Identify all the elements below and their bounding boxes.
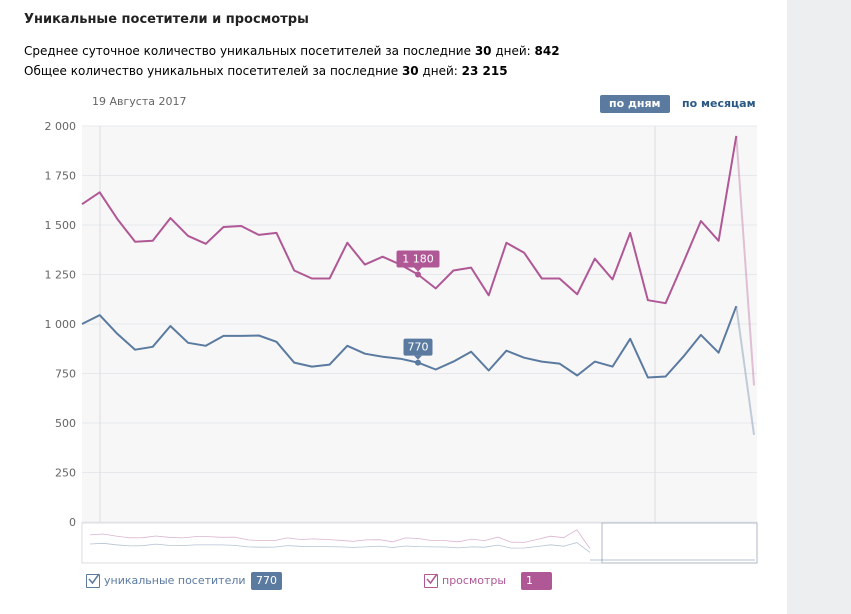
summary-days: 30	[401, 64, 419, 78]
total-visitors-value: 23 215	[461, 64, 508, 78]
summary-text: дней:	[418, 64, 462, 78]
navigator	[81, 522, 758, 564]
series-line-visitors	[81, 305, 738, 379]
y-tick-label: 0	[69, 516, 76, 529]
y-tick-label: 500	[55, 417, 76, 430]
section-title: Уникальные посетители и просмотры	[24, 12, 309, 27]
legend-label-visitors: уникальные посетители	[104, 574, 246, 587]
tooltip-pointer	[414, 355, 422, 360]
summary-text: Среднее суточное количество уникальных п…	[24, 44, 475, 58]
series-segment-partial	[735, 135, 755, 386]
checkmark-icon	[88, 573, 100, 585]
by-months-button[interactable]: по месяцам	[682, 97, 756, 110]
series-segment-partial	[735, 306, 755, 436]
page-background	[787, 0, 851, 614]
average-visitors-value: 842	[534, 44, 560, 58]
y-tick-label: 750	[55, 368, 76, 381]
tooltip-value: 770	[408, 341, 429, 354]
visitors-checkbox[interactable]	[86, 573, 100, 588]
summary-text: дней:	[491, 44, 535, 58]
tooltip-badge	[403, 338, 433, 356]
total-visitors-summary: Общее количество уникальных посетителей …	[24, 64, 508, 78]
y-tick-label: 2 000	[45, 120, 77, 133]
y-tick-label: 250	[55, 467, 76, 480]
y-tick-label: 1 500	[45, 219, 77, 232]
views-checkbox[interactable]	[424, 573, 438, 588]
by-days-button[interactable]: по дням	[600, 95, 670, 113]
navigator-selection	[601, 522, 758, 564]
data-point-highlight	[415, 271, 421, 278]
tooltip-value: 1 180	[402, 253, 434, 266]
plot-area	[82, 126, 757, 544]
legend-label-views: просмотры	[442, 574, 507, 587]
tooltip-pointer	[414, 267, 422, 272]
tooltip-badge	[396, 250, 440, 268]
visitors-value-badge: 770	[251, 572, 282, 590]
summary-text: Общее количество уникальных посетителей …	[24, 64, 402, 78]
y-tick-label: 1 000	[45, 318, 77, 331]
views-value-badge: 1 180	[521, 572, 552, 605]
checkmark-icon	[426, 573, 438, 585]
navigator-line	[89, 542, 591, 553]
y-tick-label: 1 250	[45, 269, 77, 282]
summary-days: 30	[474, 44, 492, 58]
y-tick-label: 1 750	[45, 170, 77, 183]
data-point-highlight	[415, 359, 421, 366]
date-label: 19 Августа 2017	[92, 95, 187, 108]
average-visitors-summary: Среднее суточное количество уникальных п…	[24, 44, 560, 58]
series-line-views	[81, 135, 738, 305]
navigator-line	[89, 529, 591, 549]
stats-card: Уникальные посетители и просмотры Средне…	[0, 0, 787, 614]
